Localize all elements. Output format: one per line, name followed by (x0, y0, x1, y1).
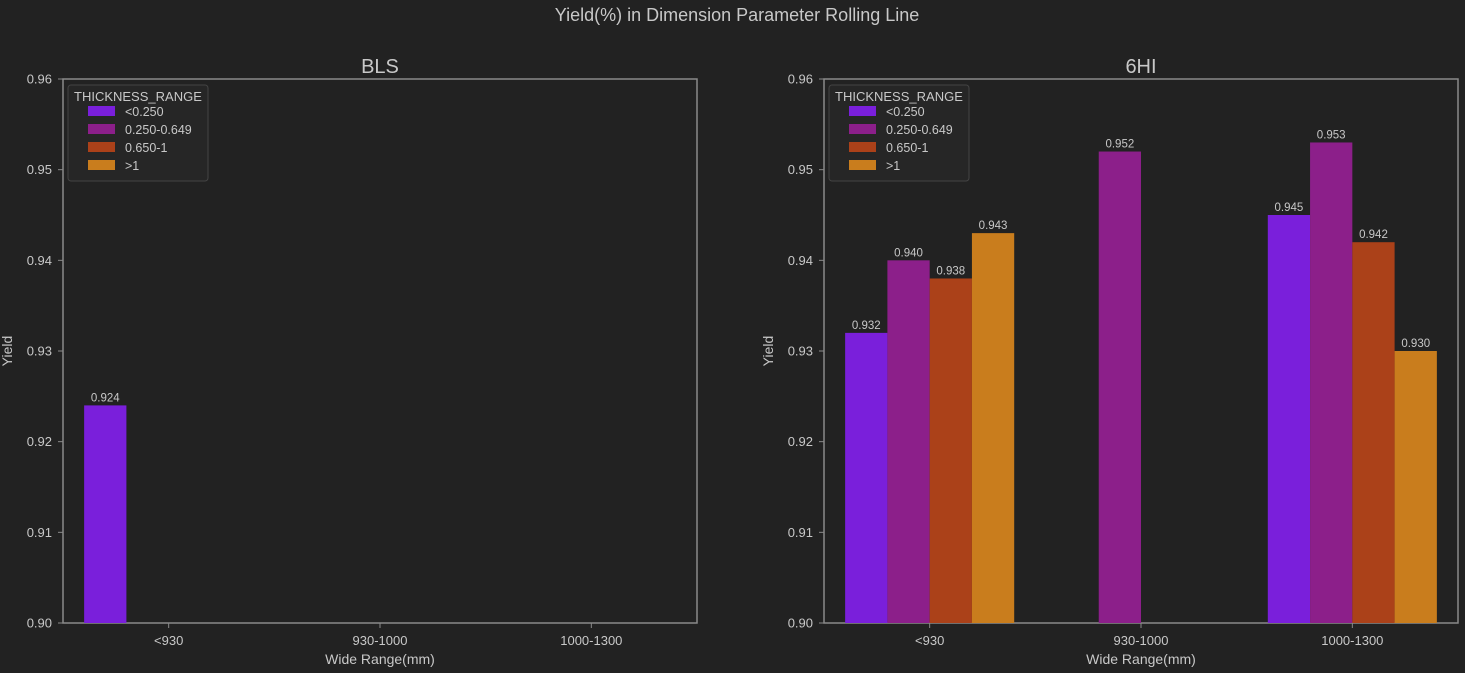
y-tick-label: 0.96 (788, 72, 813, 87)
legend-swatch (849, 160, 876, 170)
chart-title: BLS (361, 56, 399, 78)
bar (887, 260, 930, 623)
bar (1352, 242, 1395, 623)
y-tick-label: 0.96 (27, 72, 52, 87)
y-tick-label: 0.93 (788, 344, 813, 359)
y-tick-label: 0.90 (27, 616, 52, 631)
data-label: 0.943 (979, 220, 1008, 232)
legend-swatch (849, 106, 876, 116)
x-tick-label: 930-1000 (353, 633, 408, 648)
bar (1394, 351, 1437, 623)
x-tick-label: 1000-1300 (1321, 633, 1383, 648)
x-axis-label: Wide Range(mm) (1086, 651, 1196, 667)
legend-label: <0.250 (886, 105, 925, 119)
bar (929, 278, 972, 623)
legend-swatch (88, 142, 115, 152)
y-tick-label: 0.92 (27, 434, 52, 449)
y-axis-label: Yield (0, 336, 15, 367)
bar (1267, 215, 1311, 623)
y-tick-label: 0.94 (788, 253, 813, 268)
x-tick-label: <930 (154, 633, 183, 648)
legend-label: 0.650-1 (886, 141, 928, 155)
x-axis-label: Wide Range(mm) (325, 651, 435, 667)
legend-label: 0.250-0.649 (125, 123, 192, 137)
data-label: 0.945 (1275, 202, 1304, 214)
bar (845, 332, 888, 623)
x-tick-label: 930-1000 (1114, 633, 1169, 648)
y-tick-label: 0.91 (27, 525, 52, 540)
chart-title: 6HI (1125, 56, 1156, 78)
legend-label: >1 (125, 159, 139, 173)
legend-title: THICKNESS_RANGE (835, 89, 963, 104)
data-label: 0.952 (1105, 139, 1134, 151)
legend-label: 0.250-0.649 (886, 123, 953, 137)
data-label: 0.940 (894, 247, 923, 259)
bar (971, 233, 1015, 623)
x-tick-label: <930 (915, 633, 944, 648)
figure-title: Yield(%) in Dimension Parameter Rolling … (555, 5, 920, 25)
y-tick-label: 0.91 (788, 525, 813, 540)
y-tick-label: 0.93 (27, 344, 52, 359)
bar (1310, 142, 1353, 623)
legend-swatch (88, 124, 115, 134)
y-tick-label: 0.90 (788, 616, 813, 631)
data-label: 0.930 (1401, 338, 1430, 350)
chart-panel-bls: BLS 0.90 0.91 0.92 0.93 0.94 0.95 0.96 Yield <930… (0, 56, 698, 667)
y-tick-label: 0.92 (788, 434, 813, 449)
legend-label: <0.250 (125, 105, 164, 119)
legend-swatch (88, 160, 115, 170)
legend-title: THICKNESS_RANGE (74, 89, 202, 104)
data-label: 0.932 (852, 320, 881, 332)
data-label: 0.942 (1359, 229, 1388, 241)
data-label: 0.953 (1317, 129, 1346, 141)
y-tick-label: 0.95 (27, 162, 52, 177)
legend-label: 0.650-1 (125, 141, 167, 155)
y-tick-label: 0.94 (27, 253, 52, 268)
chart-panel-6hi: 6HI 0.90 0.91 0.92 0.93 0.94 0.95 0.96 Yield <930… (760, 56, 1459, 667)
x-tick-label: 1000-1300 (560, 633, 622, 648)
legend-swatch (88, 106, 115, 116)
legend-swatch (849, 124, 876, 134)
bar (1098, 151, 1141, 624)
data-label: 0.938 (936, 265, 965, 277)
bar (84, 405, 127, 623)
legend-label: >1 (886, 159, 900, 173)
y-tick-label: 0.95 (788, 162, 813, 177)
data-label: 0.924 (91, 392, 120, 404)
legend-swatch (849, 142, 876, 152)
y-axis-label: Yield (760, 336, 776, 367)
